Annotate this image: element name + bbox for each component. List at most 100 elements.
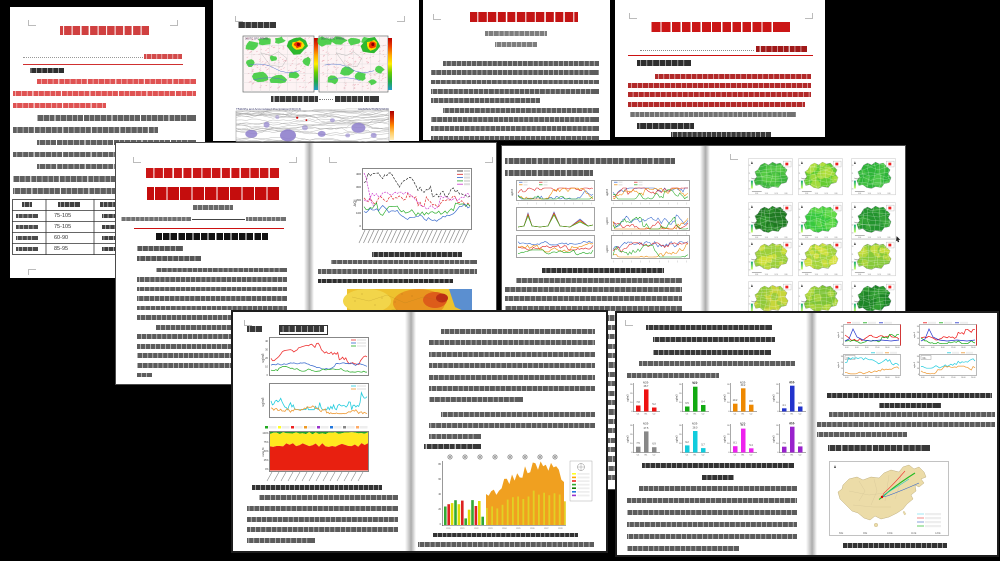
svg-text:12/28: 12/28 (558, 528, 563, 530)
svg-text:0: 0 (728, 452, 730, 454)
svg-text:Legend: Legend (751, 222, 757, 224)
svg-text:33.6: 33.6 (789, 422, 794, 425)
svg-text:|: | (677, 261, 678, 263)
svg-text:|: | (640, 261, 641, 263)
svg-text:103E: 103E (834, 274, 837, 276)
svg-text:Legend: Legend (801, 222, 807, 224)
svg-text:C1: C1 (734, 455, 738, 457)
svg-text:7.5: 7.5 (636, 442, 640, 445)
svg-text:10: 10 (776, 443, 779, 445)
svg-text:32: 32 (798, 262, 800, 264)
svg-text:|: | (659, 203, 660, 205)
svg-text:C2: C2 (750, 455, 754, 457)
svg-text:103E: 103E (834, 193, 837, 195)
svg-text:|: | (668, 233, 669, 235)
svg-text:101E: 101E (867, 237, 870, 239)
svg-text:30: 30 (851, 209, 853, 211)
svg-text:103E: 103E (784, 274, 787, 276)
svg-text:31.1: 31.1 (741, 424, 746, 427)
svg-text:31: 31 (851, 296, 853, 298)
svg-text:|: | (622, 203, 623, 205)
svg-text:100%: 100% (262, 432, 269, 435)
svg-text:16:00: 16:00 (961, 347, 966, 349)
svg-text:8.1: 8.1 (733, 442, 737, 445)
svg-text:32: 32 (851, 224, 853, 226)
svg-text:|: | (545, 203, 546, 205)
svg-text:C1: C1 (637, 455, 641, 457)
svg-text:E1: E1 (693, 455, 696, 457)
svg-text:12/24: 12/24 (502, 528, 507, 530)
svg-text:C2: C2 (653, 414, 657, 416)
svg-text:12/23: 12/23 (488, 528, 493, 530)
svg-text:90E: 90E (863, 532, 868, 535)
svg-text:100E: 100E (805, 237, 808, 239)
svg-text:12/27: 12/27 (544, 528, 549, 530)
svg-text:31: 31 (748, 296, 750, 298)
svg-text:33: 33 (798, 270, 800, 272)
svg-text:0: 0 (777, 411, 779, 413)
svg-text:12:00: 12:00 (951, 347, 956, 349)
svg-text:102E: 102E (774, 237, 777, 239)
svg-text:30: 30 (679, 425, 682, 427)
svg-text:20: 20 (727, 434, 730, 436)
svg-text:0: 0 (728, 411, 730, 413)
svg-text:31: 31 (798, 173, 800, 175)
svg-text:30: 30 (851, 246, 853, 248)
svg-text:101E: 101E (814, 193, 817, 195)
svg-text:30: 30 (798, 246, 800, 248)
svg-text:NO3-: NO3- (691, 422, 697, 426)
svg-text:31: 31 (748, 217, 750, 219)
svg-text:20: 20 (776, 434, 779, 436)
svg-text:10: 10 (776, 402, 779, 404)
svg-text:32: 32 (748, 224, 750, 226)
svg-text:12/26: 12/26 (530, 528, 535, 530)
svg-text:ug/m3: ug/m3 (723, 435, 727, 443)
svg-text:E1: E1 (742, 455, 745, 457)
svg-text:30: 30 (917, 326, 920, 328)
svg-text:30: 30 (841, 356, 844, 358)
svg-text:C2: C2 (701, 414, 705, 416)
svg-text:0: 0 (631, 452, 633, 454)
svg-text:C1: C1 (685, 414, 689, 416)
svg-text:32: 32 (851, 262, 853, 264)
svg-text:Legend: Legend (751, 302, 757, 304)
svg-text:0: 0 (680, 452, 682, 454)
svg-text:ug/m3: ug/m3 (626, 435, 630, 443)
svg-text:0: 0 (267, 373, 269, 377)
svg-text:102E: 102E (824, 274, 827, 276)
svg-text:80: 80 (438, 463, 441, 466)
svg-text:|: | (631, 203, 632, 205)
svg-text:33: 33 (851, 270, 853, 272)
svg-text:|: | (686, 261, 687, 263)
svg-text:32: 32 (798, 224, 800, 226)
svg-text:33: 33 (748, 189, 750, 191)
svg-text:110E: 110E (911, 532, 917, 535)
svg-text:100E: 100E (755, 193, 758, 195)
svg-text:100E: 100E (805, 274, 808, 276)
svg-text:101E: 101E (814, 237, 817, 239)
svg-text:|: | (564, 203, 565, 205)
svg-text:102E: 102E (877, 193, 880, 195)
svg-text:33: 33 (798, 232, 800, 234)
svg-text:20: 20 (727, 393, 730, 395)
svg-text:NO3-: NO3- (740, 381, 746, 385)
svg-text:40: 40 (265, 339, 268, 343)
svg-text:300: 300 (356, 185, 361, 189)
svg-text:ug/m3: ug/m3 (914, 331, 916, 338)
svg-text:|: | (613, 203, 614, 205)
svg-text:8:00: 8:00 (865, 377, 869, 379)
svg-text:101E: 101E (867, 193, 870, 195)
svg-text:12/20: 12/20 (446, 528, 451, 530)
svg-text:Legend: Legend (801, 302, 807, 304)
svg-text:|: | (649, 203, 650, 205)
svg-text:ug/m3: ug/m3 (606, 245, 609, 253)
svg-text:Legend: Legend (751, 178, 757, 180)
svg-text:0: 0 (631, 411, 633, 413)
svg-text:100E: 100E (858, 274, 861, 276)
svg-text:4.1: 4.1 (782, 404, 786, 407)
svg-text:32: 32 (798, 181, 800, 183)
svg-text:20: 20 (776, 393, 779, 395)
svg-text:102E: 102E (774, 193, 777, 195)
svg-text:10: 10 (679, 402, 682, 404)
svg-text:C2: C2 (798, 414, 802, 416)
